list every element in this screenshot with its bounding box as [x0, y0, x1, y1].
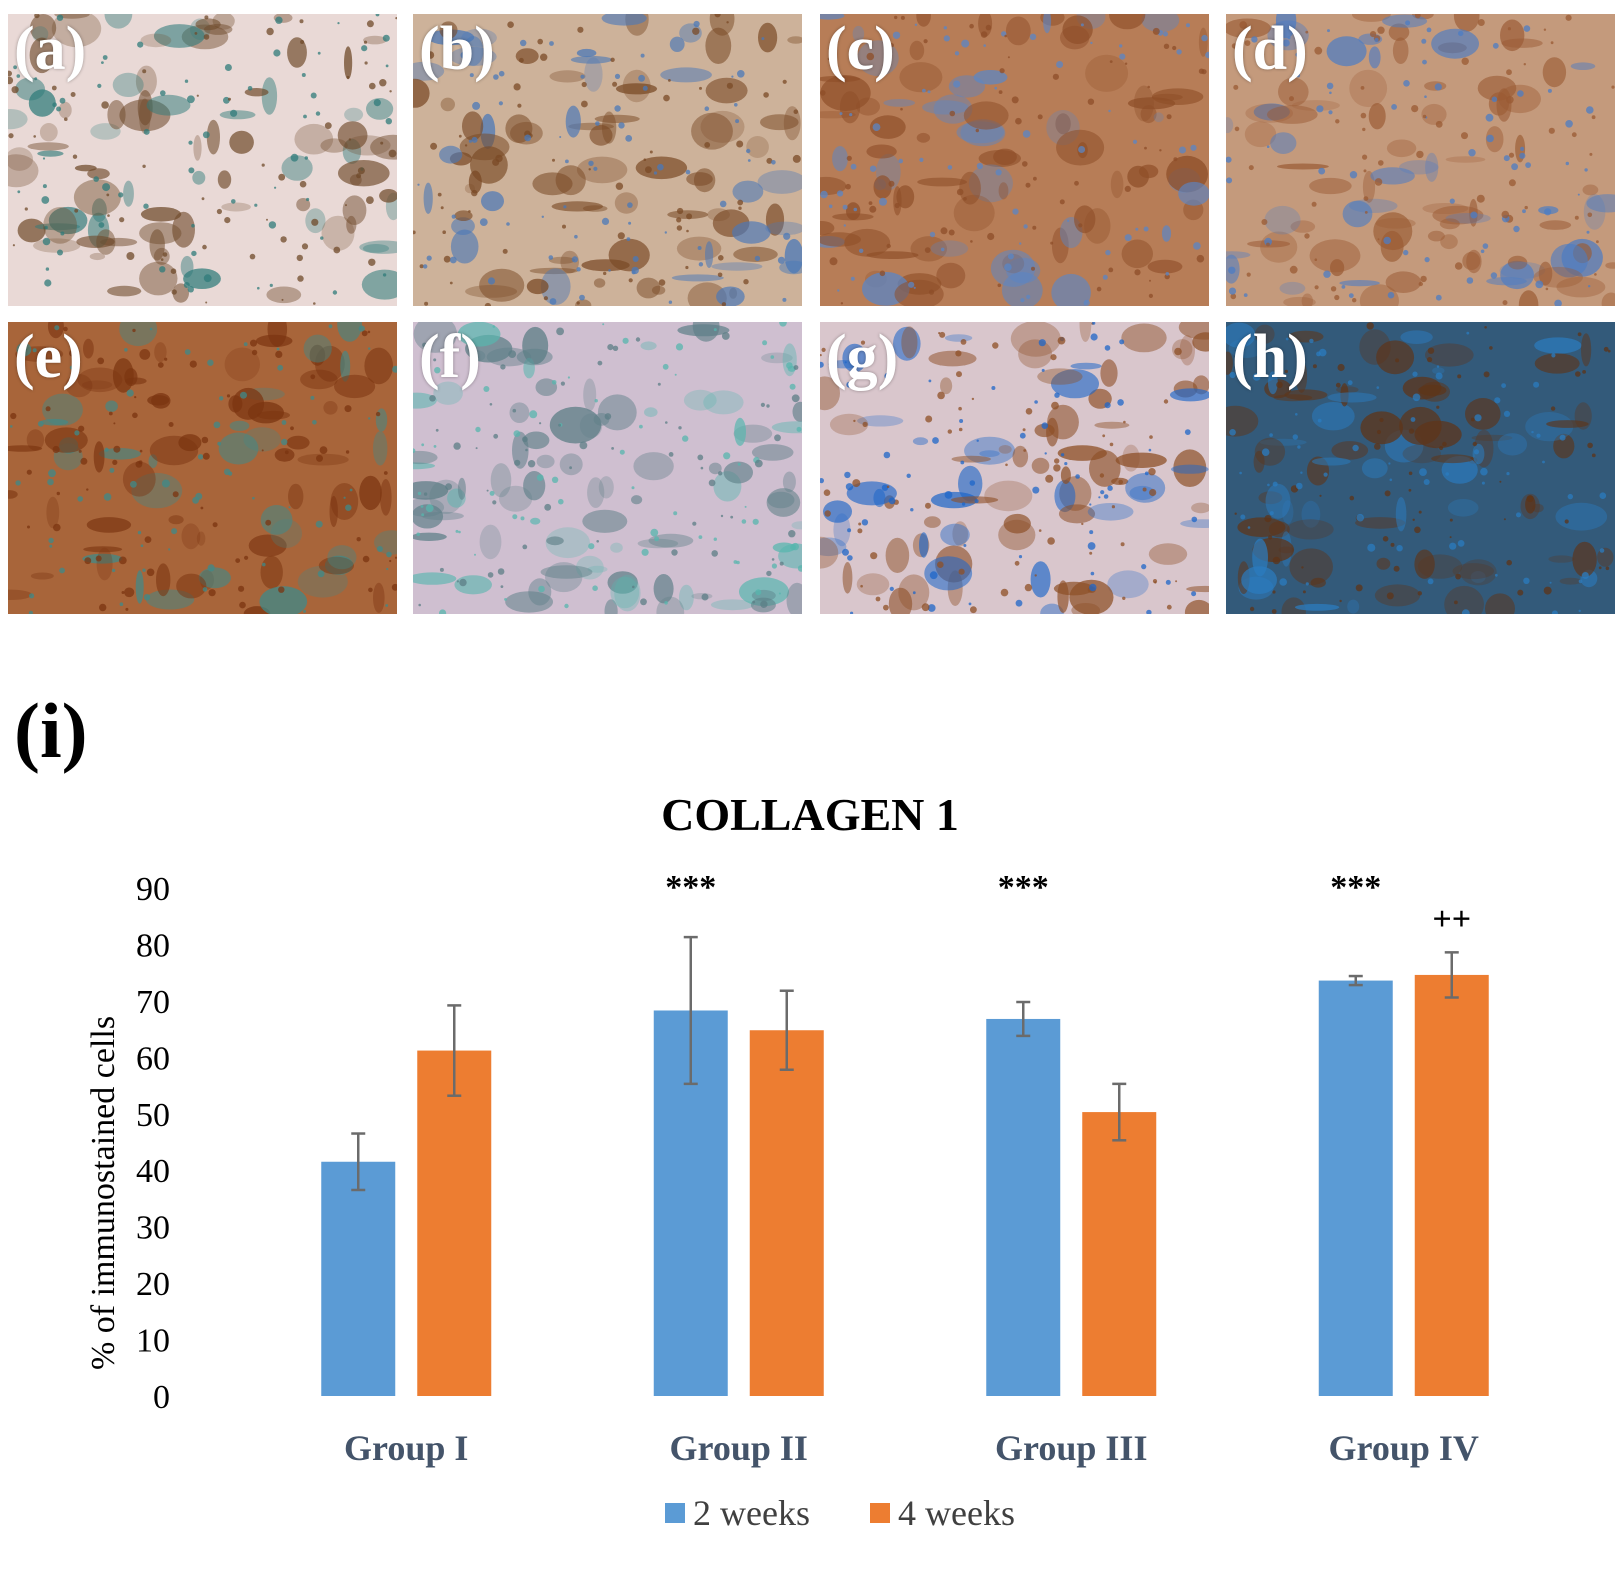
- micrograph-panel: (d): [1226, 14, 1615, 306]
- significance-marker: ++: [1432, 901, 1471, 938]
- bar: [1318, 980, 1393, 1396]
- legend: 2 weeks 4 weeks: [665, 1493, 1015, 1533]
- bar: [321, 1161, 396, 1396]
- bar: [1082, 1112, 1157, 1396]
- significance-marker: ***: [665, 869, 716, 906]
- micrograph-image: [820, 322, 1209, 614]
- panel-label: (b): [419, 15, 495, 83]
- micrograph-image: [1226, 14, 1615, 306]
- micrograph-panel: (h): [1226, 322, 1615, 614]
- x-tick-label: Group IV: [1329, 1428, 1479, 1468]
- bar: [986, 1018, 1061, 1396]
- significance-annotations: *** *** *** ++: [665, 869, 1471, 938]
- y-tick-label: 0: [153, 1379, 170, 1416]
- panel-label: (h): [1232, 323, 1308, 391]
- y-axis-label: % of immunostained cells: [85, 1016, 122, 1370]
- collagen-bar-chart: COLLAGEN 1 % of immunostained cells 0 10 2…: [85, 789, 1489, 1533]
- micrograph-image: [8, 322, 397, 614]
- panel-label: (e): [14, 323, 83, 391]
- significance-marker: ***: [1330, 869, 1381, 906]
- chart-title: COLLAGEN 1: [661, 789, 959, 840]
- micrograph-image: [413, 322, 802, 614]
- legend-swatch: [665, 1503, 685, 1523]
- micrograph-image: [1226, 322, 1615, 614]
- legend-label: 4 weeks: [898, 1493, 1015, 1533]
- chart-panel-label: (i): [14, 687, 88, 774]
- panel-label: (f): [419, 323, 481, 391]
- micrograph-panel: (f): [413, 322, 802, 614]
- bar: [749, 1030, 824, 1396]
- bar: [1414, 974, 1489, 1396]
- micrograph-panel: (c): [820, 14, 1209, 306]
- error-bars: [351, 935, 1459, 1192]
- y-tick-label: 20: [136, 1266, 170, 1303]
- x-tick-label: Group III: [995, 1428, 1147, 1468]
- micrograph-panel: (b): [413, 14, 802, 306]
- micrograph-panel: (e): [8, 322, 397, 614]
- bar-series: [321, 974, 1489, 1396]
- panel-label: (a): [14, 15, 87, 83]
- panel-label: (d): [1232, 15, 1308, 83]
- y-tick-label: 70: [136, 984, 170, 1021]
- bar: [417, 1050, 492, 1396]
- micrograph-panel: (a): [8, 14, 397, 306]
- y-tick-label: 90: [136, 871, 170, 908]
- y-tick-label: 80: [136, 927, 170, 964]
- micrograph-image: [8, 14, 397, 306]
- panel-label: (g): [826, 323, 899, 391]
- micrograph-panel: (g): [820, 322, 1209, 614]
- legend-label: 2 weeks: [693, 1493, 810, 1533]
- x-tick-label: Group II: [670, 1428, 808, 1468]
- panel-label: (c): [826, 15, 895, 83]
- y-tick-label: 50: [136, 1097, 170, 1134]
- y-tick-label: 10: [136, 1323, 170, 1360]
- micrograph-image: [413, 14, 802, 306]
- x-axis-labels: Group I Group II Group III Group IV: [344, 1428, 1479, 1468]
- y-axis-ticks: 0 10 20 30 40 50 60 70 80 90: [136, 871, 170, 1416]
- significance-marker: ***: [998, 869, 1049, 906]
- y-tick-label: 60: [136, 1040, 170, 1077]
- x-tick-label: Group I: [344, 1428, 468, 1468]
- micrograph-image: [820, 14, 1209, 306]
- legend-swatch: [870, 1503, 890, 1523]
- y-tick-label: 30: [136, 1210, 170, 1247]
- y-tick-label: 40: [136, 1153, 170, 1190]
